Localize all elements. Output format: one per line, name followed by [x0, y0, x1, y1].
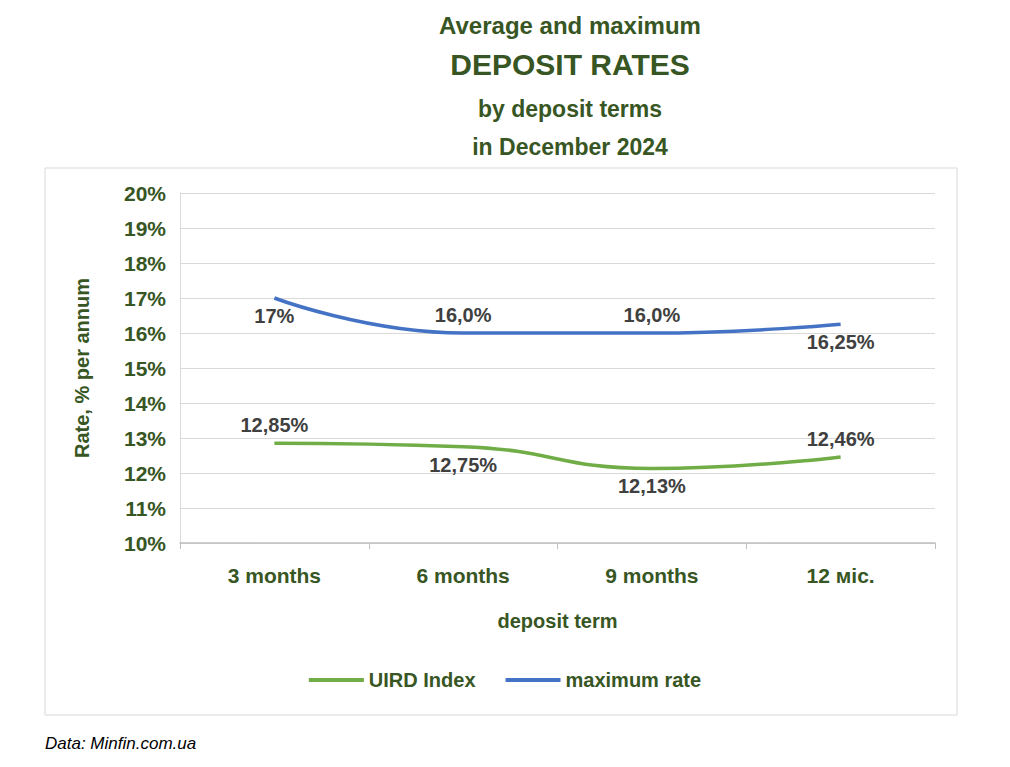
svg-text:12,46%: 12,46%	[807, 428, 875, 450]
svg-text:19%: 19%	[124, 217, 166, 240]
svg-text:15%: 15%	[124, 357, 166, 380]
svg-text:Rate, % per annum: Rate, % per annum	[71, 278, 93, 458]
svg-text:DEPOSIT RATES: DEPOSIT RATES	[450, 48, 689, 81]
svg-text:by deposit terms: by deposit terms	[478, 96, 662, 122]
svg-text:Data: Minfin.com.ua: Data: Minfin.com.ua	[45, 734, 196, 753]
svg-text:12 міс.: 12 міс.	[807, 564, 875, 587]
svg-text:3 months: 3 months	[228, 564, 321, 587]
svg-text:12,85%: 12,85%	[240, 414, 308, 436]
svg-text:17%: 17%	[124, 287, 166, 310]
svg-text:9 months: 9 months	[605, 564, 698, 587]
svg-text:11%: 11%	[125, 497, 166, 520]
svg-text:maximum rate: maximum rate	[566, 669, 702, 691]
svg-text:16,0%: 16,0%	[624, 304, 681, 326]
svg-text:in December 2024: in December 2024	[472, 134, 668, 160]
svg-text:16,25%: 16,25%	[807, 331, 875, 353]
svg-text:13%: 13%	[124, 427, 166, 450]
svg-text:14%: 14%	[124, 392, 166, 415]
svg-text:deposit term: deposit term	[497, 610, 617, 632]
svg-text:12,75%: 12,75%	[429, 454, 497, 476]
svg-text:18%: 18%	[124, 252, 166, 275]
svg-text:10%: 10%	[124, 532, 166, 555]
svg-text:6 months: 6 months	[416, 564, 509, 587]
svg-text:16%: 16%	[124, 322, 166, 345]
svg-text:12%: 12%	[124, 462, 166, 485]
svg-text:16,0%: 16,0%	[435, 304, 492, 326]
svg-text:Average and maximum: Average and maximum	[439, 12, 701, 39]
svg-text:12,13%: 12,13%	[618, 475, 686, 497]
svg-text:UIRD Index: UIRD Index	[369, 669, 476, 691]
svg-text:20%: 20%	[124, 182, 166, 205]
svg-text:17%: 17%	[254, 305, 294, 327]
